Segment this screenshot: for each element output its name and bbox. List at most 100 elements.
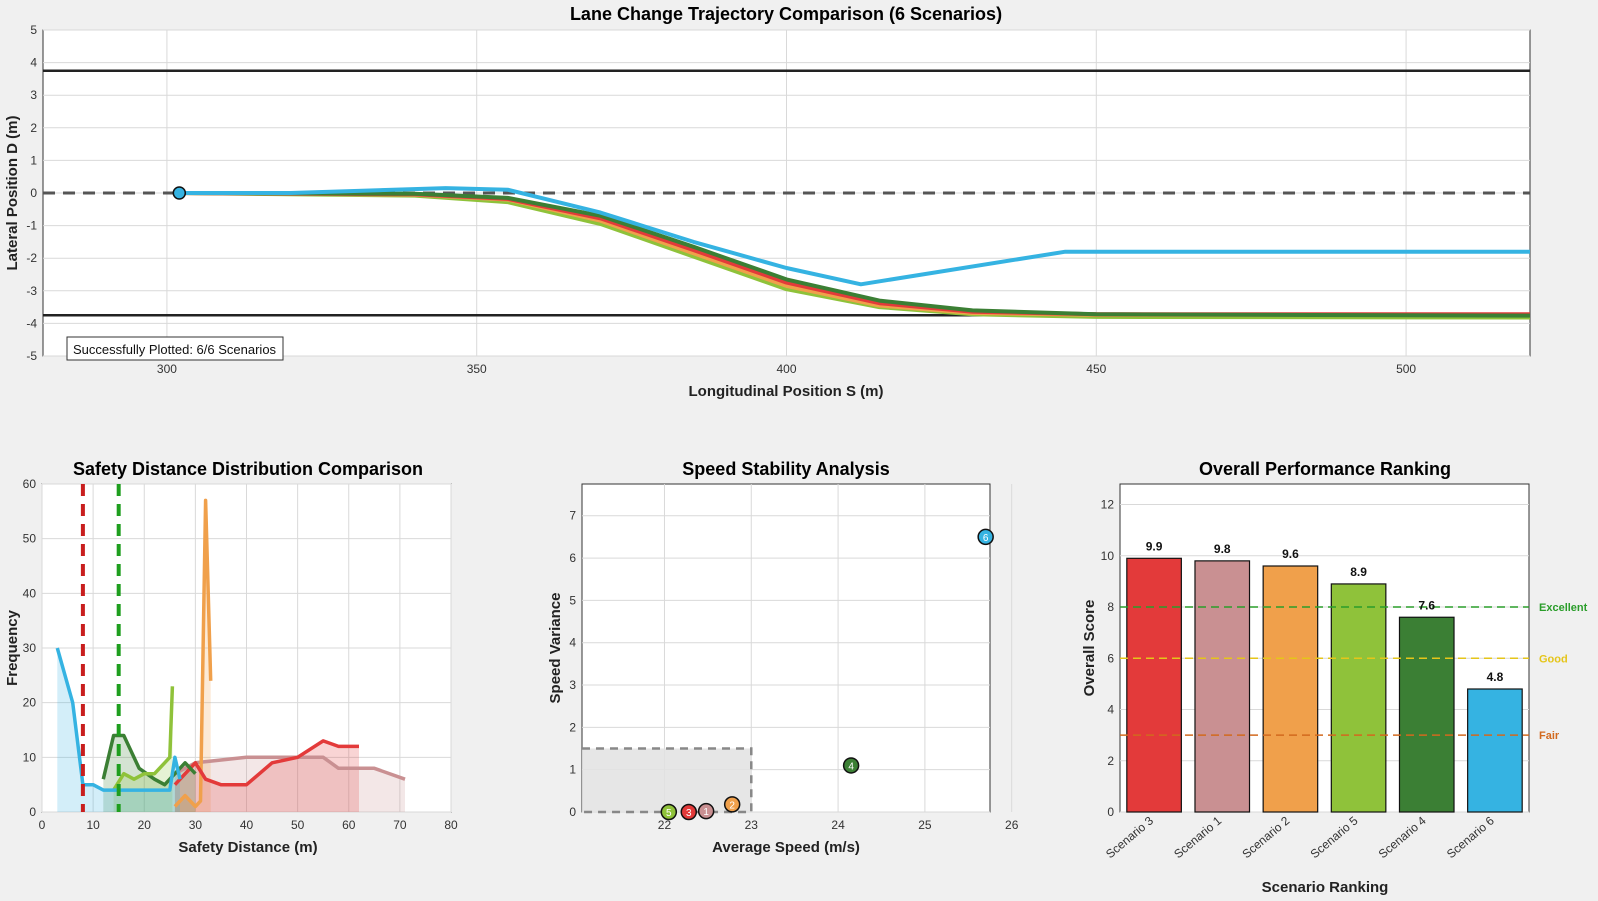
y-tick-label: 40 [23, 586, 37, 600]
x-tick-label: 25 [918, 818, 932, 832]
ranking-plot-area [1119, 483, 1530, 813]
bar-value-label: 9.6 [1282, 547, 1299, 561]
bar-value-label: 7.6 [1418, 598, 1435, 612]
x-tick-label: 23 [745, 818, 759, 832]
y-tick-label: 6 [1107, 651, 1114, 665]
ranking-y-label: Overall Score [1081, 600, 1098, 697]
y-tick-label: 2 [1107, 754, 1114, 768]
score-bar-1 [1194, 560, 1251, 813]
y-tick-label: 0 [30, 186, 37, 200]
ranking-panel: Overall Performance Ranking 0 2 4 6 8 10… [1081, 459, 1588, 896]
y-tick-label: 4 [30, 56, 37, 70]
x-tick-label: 450 [1086, 362, 1106, 376]
y-tick-label: 1 [30, 153, 37, 167]
category-label: Scenario 2 [1239, 813, 1292, 861]
category-label: Scenario 4 [1376, 813, 1429, 861]
scenario-point-label: 2 [729, 800, 735, 811]
safety-x-ticks: 0 10 20 30 40 50 60 70 80 [39, 818, 458, 832]
ranking-marks [1120, 557, 1529, 813]
safety-title: Safety Distance Distribution Comparison [73, 459, 423, 479]
speed-stability-panel: Speed Stability Analysis 22 23 24 25 26 … [547, 459, 1019, 856]
speed-x-ticks: 22 23 24 25 26 [658, 818, 1019, 832]
y-tick-label: 8 [1107, 600, 1114, 614]
y-tick-label: 2 [30, 121, 37, 135]
y-tick-label: 5 [30, 23, 37, 37]
y-tick-label: 2 [569, 720, 576, 734]
speed-title: Speed Stability Analysis [682, 459, 889, 479]
ranking-category-labels: Scenario 3 Scenario 1 Scenario 2 Scenari… [1103, 813, 1497, 861]
scenario-point-label: 1 [703, 807, 709, 818]
x-tick-label: 22 [658, 818, 672, 832]
scenario-point-label: 4 [848, 761, 854, 772]
safety-y-ticks: 0 10 20 30 40 50 60 [23, 477, 37, 819]
x-tick-label: 10 [86, 818, 100, 832]
x-tick-label: 80 [444, 818, 458, 832]
distribution-line-s5 [112, 686, 175, 792]
distribution-line-s6 [55, 647, 182, 792]
speed-y-label: Speed Variance [547, 593, 564, 704]
scenario-point-4 [842, 757, 860, 774]
ranking-x-label: Scenario Ranking [1262, 879, 1389, 896]
trajectory-line-s6 [179, 186, 1530, 287]
trajectory-x-label: Longitudinal Position S (m) [689, 383, 884, 400]
x-tick-label: 24 [831, 818, 845, 832]
scenario-point-6 [977, 528, 994, 546]
y-tick-label: -1 [26, 219, 37, 233]
category-label: Scenario 1 [1171, 813, 1224, 861]
trajectory-line-s4 [179, 191, 1531, 318]
scenario-point-1 [697, 802, 715, 820]
y-tick-label: 20 [23, 696, 37, 710]
y-tick-label: 30 [23, 641, 37, 655]
x-tick-label: 20 [138, 818, 152, 832]
speed-x-label: Average Speed (m/s) [712, 839, 860, 856]
scenario-point-5 [660, 803, 678, 821]
y-tick-label: -4 [26, 316, 37, 330]
x-tick-label: 50 [291, 818, 305, 832]
y-tick-label: 0 [1107, 805, 1114, 819]
scenario-point-2 [723, 796, 741, 813]
y-tick-label: 3 [30, 88, 37, 102]
speed-grid [582, 484, 1013, 813]
category-label: Scenario 3 [1103, 813, 1156, 861]
x-tick-label: 0 [39, 818, 46, 832]
y-tick-label: 60 [23, 477, 37, 491]
stable-region-border [582, 747, 753, 814]
y-tick-label: 3 [569, 678, 576, 692]
distribution-line-s2 [173, 498, 213, 809]
speed-marks: 1 2 3 4 5 6 [582, 528, 994, 821]
y-tick-label: 5 [569, 593, 576, 607]
x-tick-label: 300 [157, 362, 177, 376]
scenario-point-label: 5 [666, 808, 672, 819]
trajectory-y-label: Lateral Position D (m) [4, 115, 21, 270]
speed-y-ticks: 0 1 2 3 4 5 6 7 [569, 509, 576, 819]
trajectory-panel: Lane Change Trajectory Comparison (6 Sce… [4, 4, 1531, 400]
safety-x-label: Safety Distance (m) [178, 839, 317, 856]
y-tick-label: -3 [26, 284, 37, 298]
bar-value-label: 8.9 [1350, 565, 1367, 579]
safety-distance-panel: Safety Distance Distribution Comparison … [4, 459, 458, 856]
y-tick-label: 12 [1101, 498, 1115, 512]
trajectory-marks [43, 69, 1531, 320]
score-bar-3 [1330, 583, 1387, 813]
category-label: Scenario 6 [1444, 813, 1497, 861]
trajectory-y-ticks: -5 -4 -3 -2 -1 0 1 2 3 4 5 [26, 23, 37, 363]
y-tick-label: 6 [569, 551, 576, 565]
scenario-point-label: 3 [686, 808, 692, 819]
annotation-text: Successfully Plotted: 6/6 Scenarios [73, 342, 277, 357]
safety-y-label: Frequency [4, 609, 21, 686]
category-label: Scenario 5 [1308, 813, 1361, 861]
distribution-area-s1 [174, 757, 405, 812]
y-tick-label: 0 [569, 805, 576, 819]
scenario-point-3 [680, 803, 698, 821]
x-tick-label: 60 [342, 818, 356, 832]
y-tick-label: 0 [29, 805, 36, 819]
trajectory-x-ticks: 300 350 400 450 500 [157, 362, 1417, 376]
y-tick-label: 4 [569, 636, 576, 650]
reference-line-label: Good [1539, 653, 1568, 665]
ranking-reference-labels: Excellent Good Fair [1539, 602, 1588, 742]
ranking-value-labels: 9.9 9.8 9.6 8.9 7.6 4.8 [1146, 539, 1504, 684]
y-tick-label: 7 [569, 509, 576, 523]
x-tick-label: 70 [393, 818, 407, 832]
x-tick-label: 350 [467, 362, 487, 376]
